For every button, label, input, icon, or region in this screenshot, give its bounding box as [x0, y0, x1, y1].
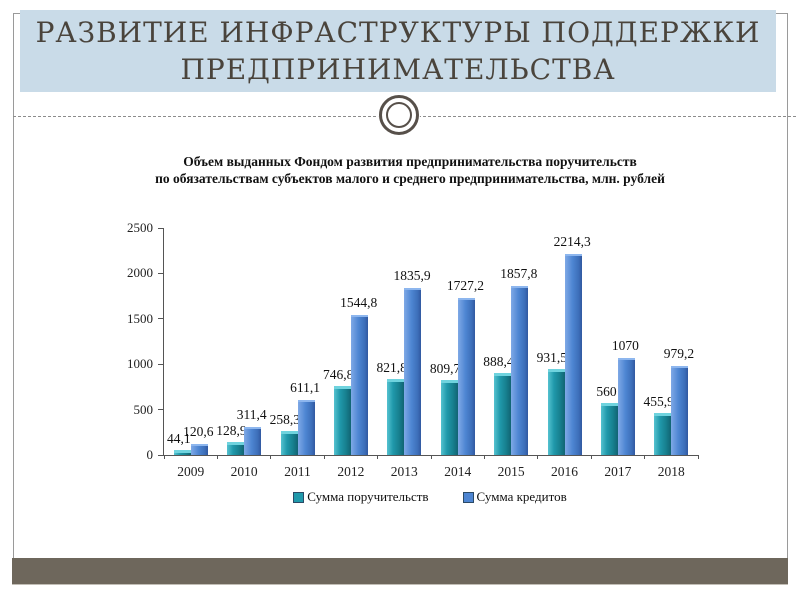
bar-guarantees-2015	[494, 373, 512, 455]
chart-title: Объем выданных Фондом развития предприни…	[110, 153, 710, 187]
bar-guarantees-2011	[280, 431, 298, 455]
legend-swatch-icon	[462, 491, 474, 503]
chart-legend: Сумма поручительств Сумма кредитов	[163, 489, 697, 505]
bar-value-label: 1857,8	[500, 266, 538, 281]
bar-credits-2012	[350, 315, 368, 455]
legend-item-guarantees: Сумма поручительств	[293, 489, 429, 505]
x-axis-category-label: 2015	[497, 464, 525, 479]
y-axis-tick-label: 2500	[127, 220, 153, 235]
bar-guarantees-2014	[440, 380, 458, 455]
x-axis-tick	[590, 455, 592, 459]
x-axis-category-label: 2011	[284, 464, 311, 479]
bar-credits-2011	[297, 400, 315, 455]
bar-credits-2018	[671, 366, 689, 455]
footer-bar	[12, 558, 788, 584]
circle-ornament-inner-ring	[386, 102, 412, 128]
x-axis-tick	[483, 455, 485, 459]
bar-guarantees-2017	[600, 403, 618, 455]
bar-credits-2015	[511, 286, 529, 455]
bar-credits-2013	[404, 288, 422, 455]
y-axis-tick-label: 2000	[127, 265, 153, 281]
bar-value-label: 1835,9	[393, 268, 431, 283]
x-axis-tick	[537, 455, 539, 459]
x-axis-tick	[270, 455, 272, 459]
legend-item-credits: Сумма кредитов	[462, 489, 567, 505]
bar-value-label: 44,1	[167, 431, 191, 446]
y-axis-tick	[158, 318, 163, 320]
x-axis-tick	[377, 455, 379, 459]
bar-value-label: 809,7	[429, 361, 461, 376]
x-axis-category-label: 2009	[177, 464, 205, 479]
bar-value-label: 311,4	[236, 407, 267, 422]
y-axis-tick-label: 0	[146, 447, 154, 462]
chart-title-line2: по обязательствам субъектов малого и сре…	[155, 171, 665, 186]
bar-guarantees-2012	[333, 386, 351, 455]
x-axis-tick	[430, 455, 432, 459]
bar-value-label: 888,4	[483, 354, 514, 369]
x-axis-category-label: 2017	[604, 464, 632, 479]
legend-label: Сумма поручительств	[307, 489, 429, 504]
legend-swatch-icon	[293, 491, 305, 503]
bar-credits-2017	[617, 358, 635, 455]
bar-value-label: 979,2	[663, 346, 695, 361]
y-axis-tick-label: 1000	[127, 356, 153, 372]
bar-value-label: 455,9	[643, 394, 674, 409]
x-axis-tick	[163, 455, 165, 459]
legend-label: Сумма кредитов	[476, 489, 567, 504]
slide-title-line2: ПРЕДПРИНИМАТЕЛЬСТВА	[180, 53, 616, 86]
slide-title-line1: РАЗВИТИЕ ИНФРАСТРУКТУРЫ ПОДДЕРЖКИ	[35, 16, 761, 49]
bar-value-label: 128,9	[216, 423, 247, 438]
bar-value-label: 560	[596, 384, 617, 399]
bar-guarantees-2016	[547, 369, 565, 455]
x-axis-tick	[644, 455, 646, 459]
y-axis-tick-label: 500	[133, 401, 154, 417]
y-axis-tick	[158, 227, 163, 229]
bar-value-label: 1070	[611, 338, 639, 353]
y-axis-tick	[158, 454, 163, 456]
y-axis-tick	[158, 363, 163, 365]
bar-credits-2010	[244, 427, 262, 455]
bar-value-label: 1727,2	[446, 278, 484, 293]
bar-credits-2016	[564, 254, 582, 455]
bar-value-label: 746,8	[323, 367, 354, 382]
bar-guarantees-2010	[227, 442, 245, 455]
bar-value-label: 120,6	[183, 424, 214, 439]
bar-value-label: 258,3	[269, 412, 301, 427]
slide-title-block: РАЗВИТИЕ ИНФРАСТРУКТУРЫ ПОДДЕРЖКИ ПРЕДПР…	[20, 10, 776, 92]
x-axis-category-label: 2016	[551, 464, 578, 479]
bar-credits-2014	[457, 298, 475, 455]
x-axis-category-label: 2013	[390, 464, 418, 479]
plot-area: 0 500 1000 1500 2000 2500 44,1 120,6 2009 128,9 31…	[127, 220, 699, 479]
x-axis-category-label: 2012	[337, 464, 365, 479]
x-axis-category-label: 2018	[657, 464, 685, 479]
x-axis-tick	[216, 455, 218, 459]
y-axis-tick	[158, 409, 163, 411]
y-axis-tick-label: 1500	[127, 310, 153, 326]
bar-guarantees-2018	[654, 413, 672, 455]
bar-credits-2009	[190, 444, 208, 455]
bar-guarantees-2013	[387, 379, 405, 455]
x-axis-tick	[697, 455, 699, 459]
x-axis-category-label: 2010	[230, 464, 258, 479]
circle-ornament-icon	[379, 95, 419, 135]
x-axis-category-label: 2014	[444, 464, 472, 479]
bar-value-label: 931,5	[536, 350, 568, 365]
y-axis-tick	[158, 272, 163, 274]
bar-value-label: 821,8	[376, 360, 407, 375]
chart-title-line1: Объем выданных Фондом развития предприни…	[183, 154, 637, 169]
x-axis-tick	[323, 455, 325, 459]
bar-value-label: 2214,3	[553, 234, 591, 249]
bar-guarantees-2009	[173, 450, 191, 455]
bar-value-label: 611,1	[290, 380, 321, 395]
bar-value-label: 1544,8	[340, 295, 378, 310]
